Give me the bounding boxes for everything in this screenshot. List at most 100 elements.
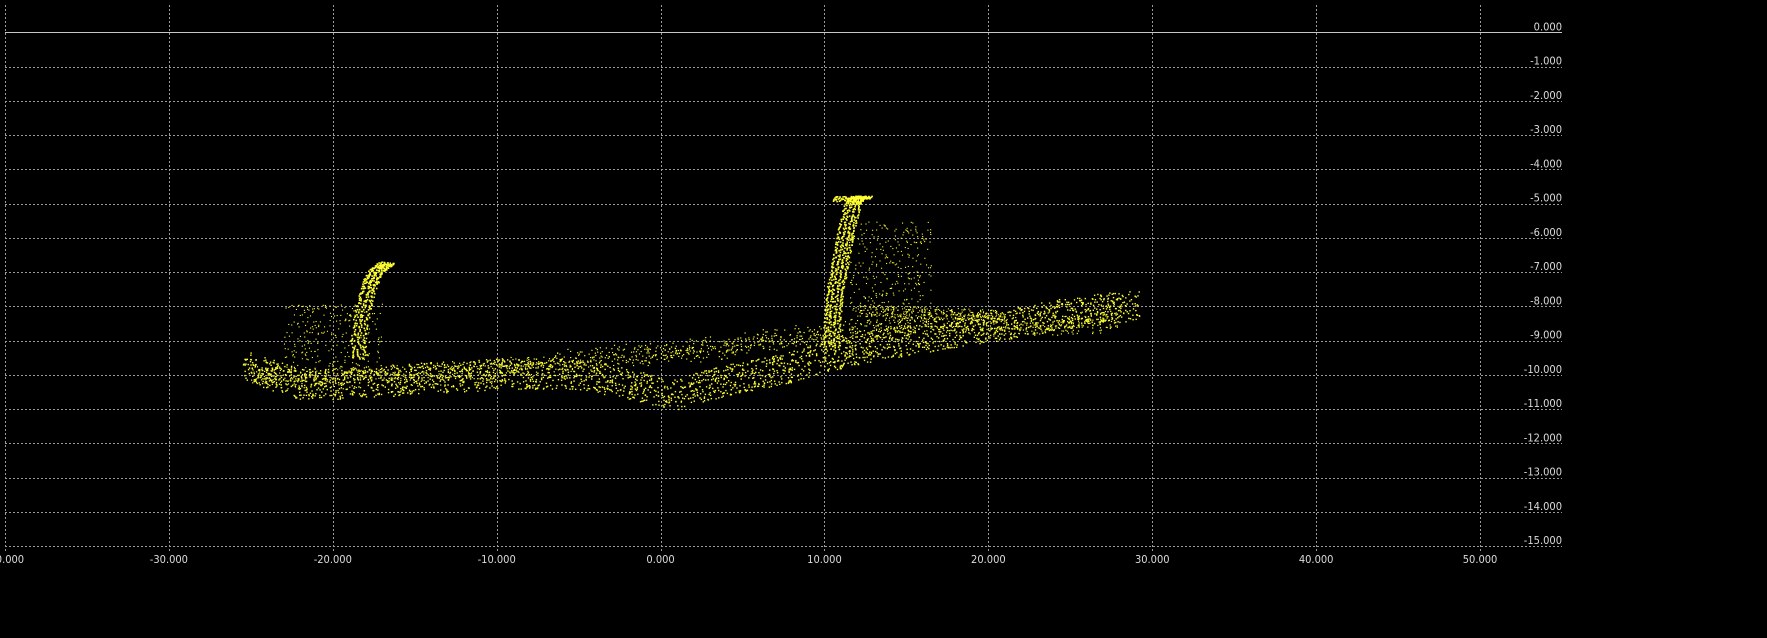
band-point [902, 328, 904, 331]
profile-point [673, 383, 675, 385]
profile-point [932, 329, 935, 331]
band-point [1030, 320, 1032, 322]
band-point [872, 338, 874, 340]
profile-point [340, 387, 343, 389]
band-point [691, 346, 694, 349]
profile-point [364, 372, 367, 374]
profile-point [802, 360, 804, 362]
profile-point [372, 383, 374, 385]
left-structure-point [362, 287, 365, 290]
profile-point [582, 361, 584, 364]
band-point [276, 366, 278, 368]
band-point [815, 339, 817, 341]
band-point [631, 356, 633, 358]
profile-point [710, 370, 712, 373]
profile-point [1101, 300, 1104, 303]
profile-point [640, 382, 643, 384]
profile-point [521, 360, 523, 363]
profile-point [342, 379, 345, 381]
profile-point [604, 388, 606, 390]
profile-point [343, 372, 346, 374]
profile-point [1076, 314, 1079, 316]
band-point [799, 335, 801, 337]
band-point [580, 361, 583, 363]
profile-point [513, 372, 516, 374]
band-point [638, 353, 641, 355]
profile-point [1084, 316, 1087, 319]
profile-point [720, 383, 722, 385]
profile-point [396, 374, 399, 376]
band-point [1092, 324, 1094, 327]
left-structure-point [365, 301, 367, 303]
left-structure-point [366, 281, 368, 284]
profile-point [265, 361, 267, 363]
band-point [527, 370, 529, 372]
band-point [849, 336, 851, 339]
profile-point [750, 361, 753, 363]
profile-point [284, 373, 287, 376]
right-structure-point [833, 289, 835, 291]
left-structure-point [356, 348, 358, 351]
profile-point [493, 362, 495, 365]
left-scatter-point [314, 350, 316, 353]
band-point [932, 316, 934, 319]
band-point [281, 376, 283, 379]
band-point [695, 355, 697, 357]
profile-point [1066, 306, 1068, 308]
profile-point [705, 370, 708, 372]
profile-point [402, 392, 405, 394]
right-structure-point [833, 275, 836, 278]
left-scatter-point [296, 323, 299, 325]
band-point [572, 361, 574, 363]
band-point [639, 362, 641, 364]
profile-point [408, 365, 411, 367]
profile-point [990, 328, 992, 331]
left-scatter-point [365, 317, 368, 319]
profile-point [869, 361, 872, 363]
band-point [725, 345, 727, 347]
band-point [508, 366, 510, 368]
left-scatter-point [372, 320, 374, 323]
profile-point [927, 325, 930, 328]
left-structure-point [358, 311, 360, 314]
profile-point [287, 368, 290, 371]
band-point [1035, 322, 1038, 324]
profile-point [797, 375, 799, 377]
band-point [705, 341, 708, 343]
profile-point [480, 364, 483, 367]
profile-point [827, 369, 830, 371]
left-scatter-point [330, 316, 333, 318]
band-point [1037, 327, 1039, 329]
profile-point [723, 377, 725, 380]
profile-point [597, 391, 599, 393]
band-point [1006, 322, 1008, 324]
profile-point [808, 372, 810, 374]
band-point [376, 372, 378, 374]
profile-point [770, 379, 773, 382]
profile-point [763, 361, 765, 363]
left-scatter-point [317, 332, 319, 334]
profile-point [617, 367, 619, 370]
band-point [342, 388, 344, 390]
profile-point [924, 333, 927, 335]
band-point [376, 384, 379, 386]
profile-point [274, 377, 276, 380]
band-point [1076, 332, 1078, 335]
band-point [1023, 320, 1025, 323]
profile-point [923, 337, 925, 340]
band-point [709, 340, 711, 342]
profile-point [976, 334, 979, 337]
profile-point [844, 354, 846, 356]
band-point [601, 351, 603, 353]
profile-point [514, 366, 517, 369]
right-structure-point [850, 199, 853, 201]
band-point [935, 320, 937, 322]
profile-point [1093, 294, 1096, 297]
profile-point [770, 376, 772, 379]
profile-point [750, 389, 752, 391]
band-point [419, 366, 421, 369]
profile-point [851, 347, 853, 349]
profile-point [481, 377, 484, 379]
profile-point [246, 379, 248, 381]
band-point [922, 322, 924, 324]
